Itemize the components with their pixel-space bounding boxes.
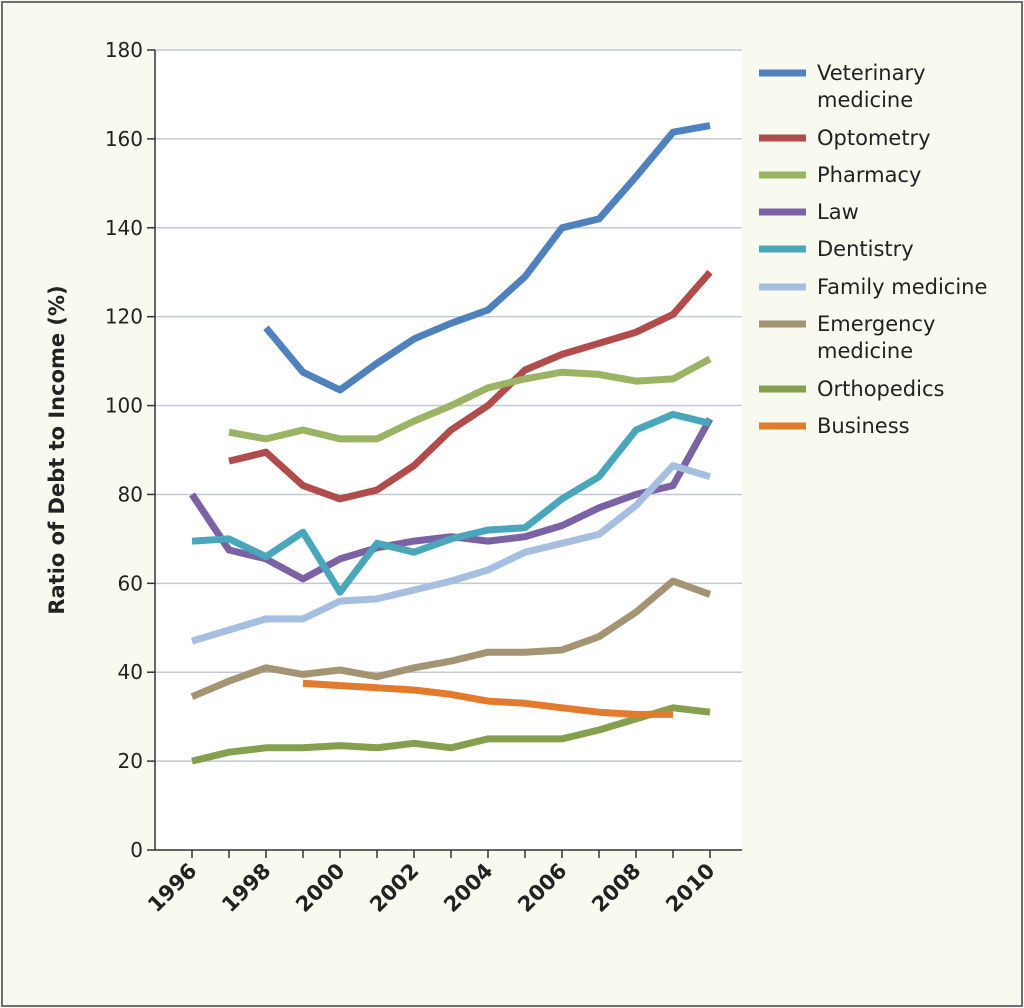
y-tick-label-180: 180: [105, 38, 143, 62]
gridlines: [155, 49, 742, 850]
y-tick-label-160: 160: [105, 127, 143, 151]
series-line-emergency-medicine: [190, 577, 712, 700]
x-tick-label-2010: 2010: [661, 859, 719, 917]
legend-item-pharmacy: Pharmacy: [759, 163, 921, 187]
x-tick-label-2004: 2004: [439, 859, 497, 917]
series-line-business: [302, 679, 673, 718]
plot-area: [155, 50, 742, 850]
y-tick-label-60: 60: [118, 571, 143, 595]
y-tick-label-20: 20: [118, 749, 143, 773]
y-tick-label-80: 80: [118, 482, 143, 506]
y-tick-label-40: 40: [118, 660, 143, 684]
x-tick-label-1998: 1998: [217, 859, 275, 917]
legend-item-law: Law: [759, 200, 859, 224]
x-tick-label-2002: 2002: [365, 859, 423, 917]
y-tick-label-0: 0: [130, 838, 143, 862]
x-tick-label-2006: 2006: [513, 859, 571, 917]
series-line-orthopedics: [191, 704, 711, 765]
legend-item-veterinary-medicine: Veterinary medicine: [759, 61, 926, 112]
series-line-veterinary-medicine: [263, 122, 711, 394]
series-line-optometry: [228, 269, 713, 503]
series-line-family-medicine: [190, 462, 712, 645]
legend-label-veterinary-medicine: Veterinary medicine: [817, 61, 926, 112]
legend-item-business: Business: [759, 414, 910, 438]
series-line-pharmacy: [228, 355, 712, 443]
legend-label-family-medicine: Family medicine: [817, 275, 987, 299]
legend-item-emergency-medicine: Emergency medicine: [759, 312, 935, 363]
y-tick-label-100: 100: [105, 394, 143, 418]
x-tick-label-2008: 2008: [587, 859, 645, 917]
legend-label-orthopedics: Orthopedics: [817, 377, 944, 401]
x-tick-label-2000: 2000: [291, 859, 349, 917]
legend-label-dentistry: Dentistry: [817, 237, 914, 261]
legend-item-orthopedics: Orthopedics: [759, 377, 944, 401]
legend-label-law: Law: [817, 200, 859, 224]
y-tick-label-140: 140: [105, 216, 143, 240]
y-axis-title: Ratio of Debt to Income (%): [45, 285, 69, 614]
legend-label-business: Business: [817, 414, 910, 438]
legend-label-optometry: Optometry: [817, 126, 931, 150]
legend-item-optometry: Optometry: [759, 126, 931, 150]
legend-item-dentistry: Dentistry: [759, 237, 914, 261]
series-lines: [189, 122, 714, 765]
legend: Veterinary medicine Optometry Pharmacy Law De…: [759, 61, 987, 438]
y-tick-label-120: 120: [105, 305, 143, 329]
x-tick-label-1996: 1996: [143, 859, 201, 917]
legend-label-pharmacy: Pharmacy: [817, 163, 921, 187]
legend-item-family-medicine: Family medicine: [759, 275, 987, 299]
series-line-dentistry: [191, 410, 711, 596]
legend-label-emergency-medicine: Emergency medicine: [817, 312, 935, 363]
